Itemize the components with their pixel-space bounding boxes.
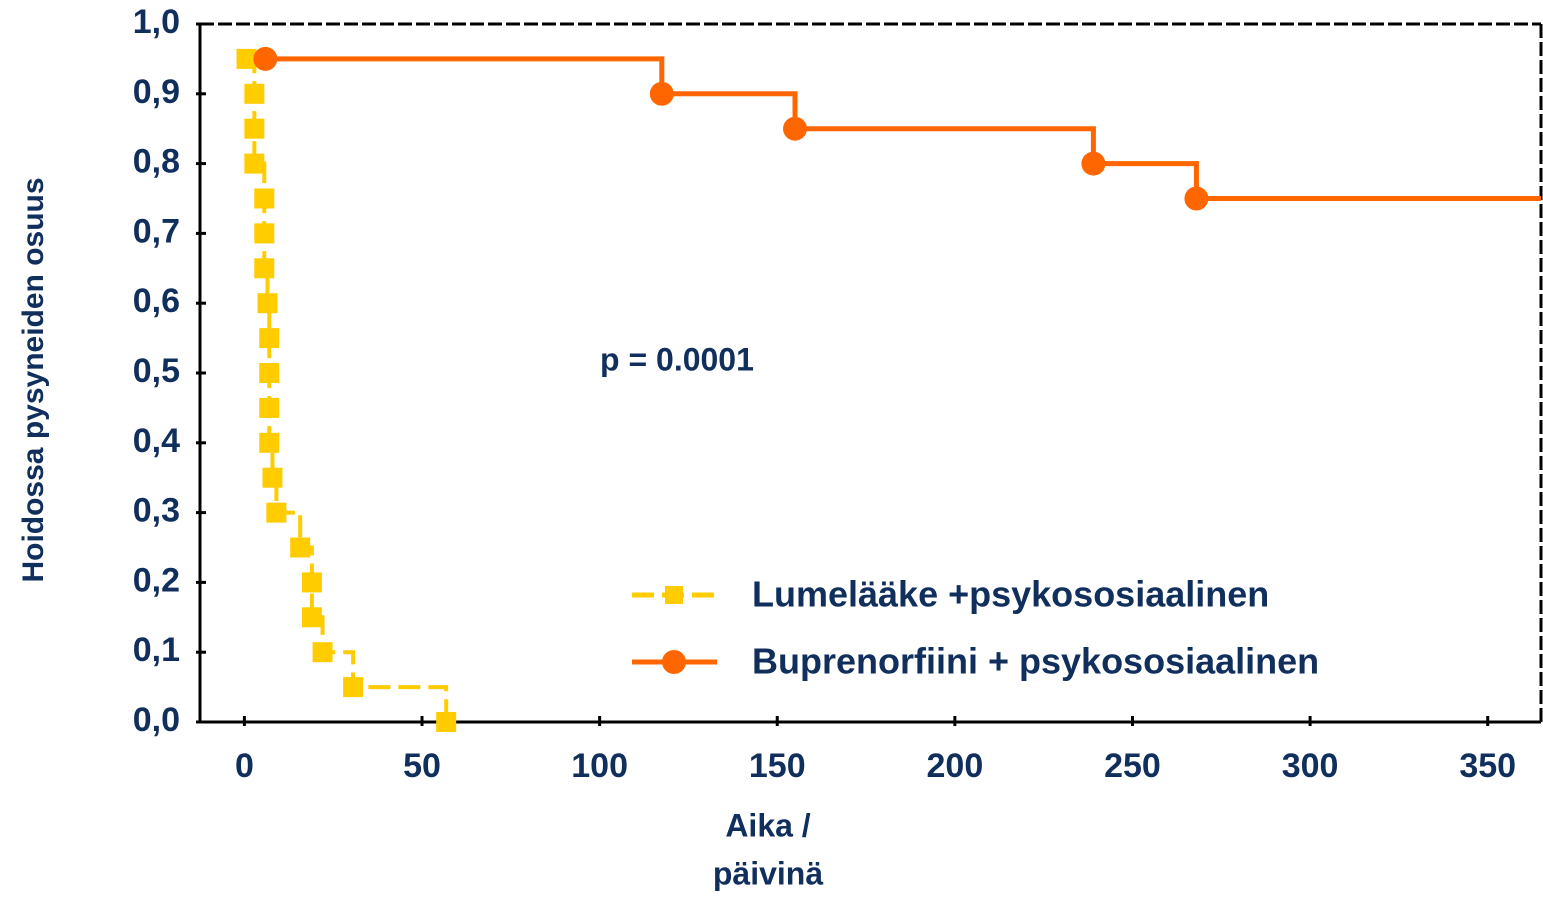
marker: [259, 363, 280, 383]
y-tick-label: 0,0: [133, 701, 180, 739]
marker: [244, 118, 265, 139]
y-tick-label: 0,5: [133, 352, 180, 390]
legend-marker: [665, 586, 683, 604]
marker: [257, 293, 278, 314]
marker: [259, 432, 280, 453]
x-axis-label: päivinä: [713, 855, 823, 891]
marker: [343, 677, 364, 698]
marker: [253, 46, 278, 71]
marker: [244, 83, 265, 104]
x-tick-label: 0: [235, 747, 254, 785]
y-axis-label: Hoidossa pysyneiden osuus: [17, 177, 50, 582]
x-tick-label: 50: [403, 747, 441, 785]
x-tick-label: 200: [927, 747, 984, 785]
y-tick-label: 0,4: [133, 422, 180, 460]
y-tick-label: 1,0: [133, 3, 180, 41]
marker: [783, 116, 808, 141]
x-axis-label: Aika /: [725, 807, 810, 843]
marker: [1184, 186, 1209, 211]
y-tick-label: 0,7: [133, 212, 180, 250]
marker: [236, 48, 257, 69]
survival-line: [246, 56, 449, 722]
y-tick-label: 0,3: [133, 492, 180, 530]
marker: [301, 572, 322, 593]
y-tick-label: 0,6: [133, 282, 180, 320]
x-tick-label: 350: [1459, 747, 1516, 785]
y-tick-label: 0,2: [133, 561, 180, 599]
marker: [244, 153, 265, 174]
x-tick-label: 250: [1104, 747, 1161, 785]
marker: [254, 223, 275, 244]
marker: [312, 642, 333, 663]
legend-marker: [662, 650, 686, 674]
marker: [259, 328, 280, 349]
marker: [1081, 151, 1106, 176]
legend-label: Buprenorfiini + psykososiaalinen: [752, 641, 1319, 682]
x-tick-label: 300: [1282, 747, 1339, 785]
marker: [254, 258, 275, 279]
survival-line: [265, 56, 1541, 201]
y-tick-label: 0,9: [133, 73, 180, 111]
marker: [301, 607, 322, 628]
y-tick-label: 0,1: [133, 631, 180, 669]
marker: [436, 712, 457, 732]
x-tick-label: 100: [571, 747, 628, 785]
marker: [259, 397, 280, 418]
marker: [649, 81, 674, 106]
marker: [254, 188, 275, 209]
x-tick-label: 150: [749, 747, 806, 785]
marker: [266, 502, 287, 523]
annotation: p = 0.0001: [600, 341, 754, 377]
y-tick-label: 0,8: [133, 143, 180, 181]
marker: [262, 467, 283, 488]
marker: [290, 537, 311, 558]
legend-label: Lumelääke +psykososiaalinen: [752, 574, 1269, 615]
